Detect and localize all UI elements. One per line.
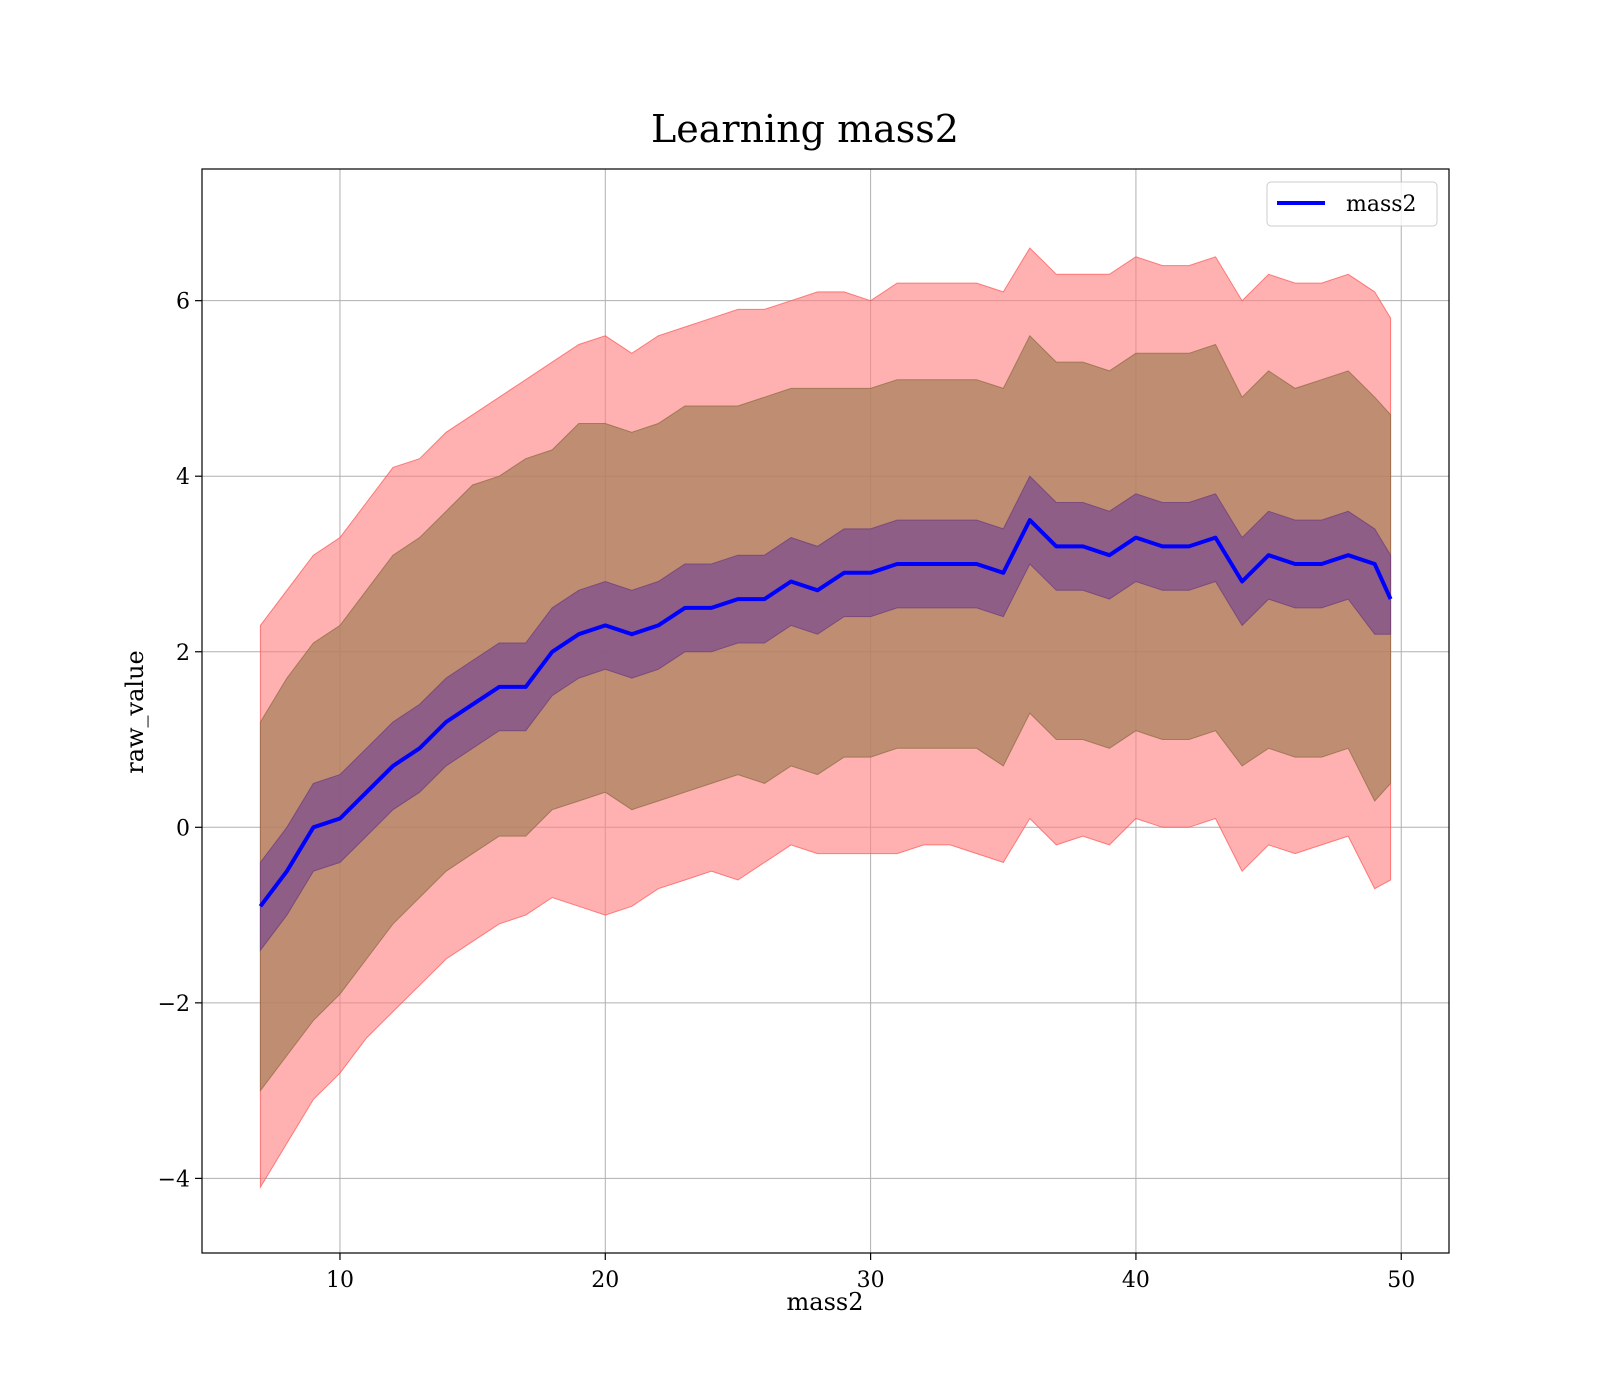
y-axis-label: raw_value — [121, 650, 149, 774]
x-axis-ticks: 10 20 30 40 50 — [326, 1253, 1415, 1293]
y-tick-label: 0 — [176, 816, 190, 841]
series-lines — [258, 518, 1393, 908]
series-line-mass2 — [258, 518, 1393, 908]
x-tick-label: 20 — [591, 1268, 619, 1293]
y-tick-label: −4 — [158, 1167, 190, 1192]
confidence-bands — [259, 247, 1392, 1189]
x-axis-label: mass2 — [787, 1288, 864, 1316]
y-tick-label: 4 — [176, 465, 190, 490]
y-tick-label: 2 — [176, 641, 190, 666]
x-tick-label: 10 — [326, 1268, 354, 1293]
y-axis-ticks: −4 −2 0 2 4 6 — [158, 290, 202, 1192]
legend-box — [1266, 181, 1438, 227]
legend-label-mass2: mass2 — [1346, 192, 1417, 217]
y-tick-label: 6 — [176, 290, 190, 315]
legend: mass2 — [1266, 181, 1438, 227]
x-tick-label: 40 — [1122, 1268, 1150, 1293]
plot-frame — [201, 168, 1450, 1254]
chart-title: Learning mass2 — [651, 107, 959, 151]
x-tick-label: 30 — [857, 1268, 885, 1293]
band-inner — [259, 475, 1392, 952]
x-tick-label: 50 — [1387, 1268, 1415, 1293]
y-tick-label: −2 — [158, 992, 190, 1017]
